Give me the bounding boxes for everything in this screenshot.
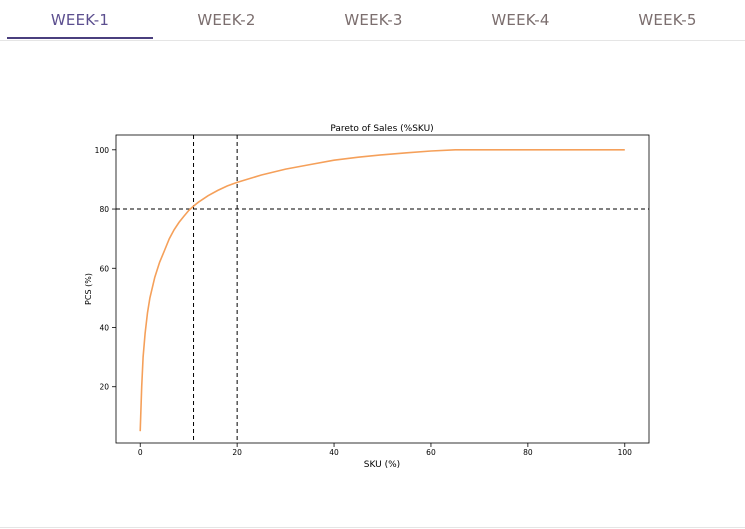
x-tick-label: 20	[232, 448, 242, 457]
y-tick-label: 60	[99, 264, 109, 273]
tab-week-5[interactable]: WEEK-5	[638, 11, 697, 29]
y-tick-label: 40	[99, 324, 109, 333]
x-tick-label: 0	[138, 448, 143, 457]
tab-week-2[interactable]: WEEK-2	[197, 11, 256, 29]
chart-title: Pareto of Sales (%SKU)	[330, 124, 433, 134]
tab-week-4[interactable]: WEEK-4	[491, 11, 550, 29]
week-tab-bar: WEEK-1 WEEK-2 WEEK-3 WEEK-4 WEEK-5	[0, 0, 745, 41]
tab-week-1[interactable]: WEEK-1	[50, 11, 110, 29]
bottom-divider	[0, 527, 745, 528]
plot-area-frame	[115, 134, 650, 444]
active-tab-indicator	[7, 37, 153, 39]
y-tick-label: 100	[95, 146, 110, 155]
pareto-curve	[139, 149, 625, 432]
x-tick-label: 100	[618, 448, 633, 457]
y-tick-label: 20	[99, 383, 109, 392]
x-tick-label: 60	[426, 448, 436, 457]
x-axis-label: SKU (%)	[364, 460, 400, 470]
x-tick-label: 40	[329, 448, 339, 457]
y-tick-label: 80	[99, 205, 109, 214]
tab-week-3[interactable]: WEEK-3	[344, 11, 403, 29]
y-axis-label: PCS (%)	[84, 273, 93, 305]
x-tick-label: 80	[523, 448, 533, 457]
